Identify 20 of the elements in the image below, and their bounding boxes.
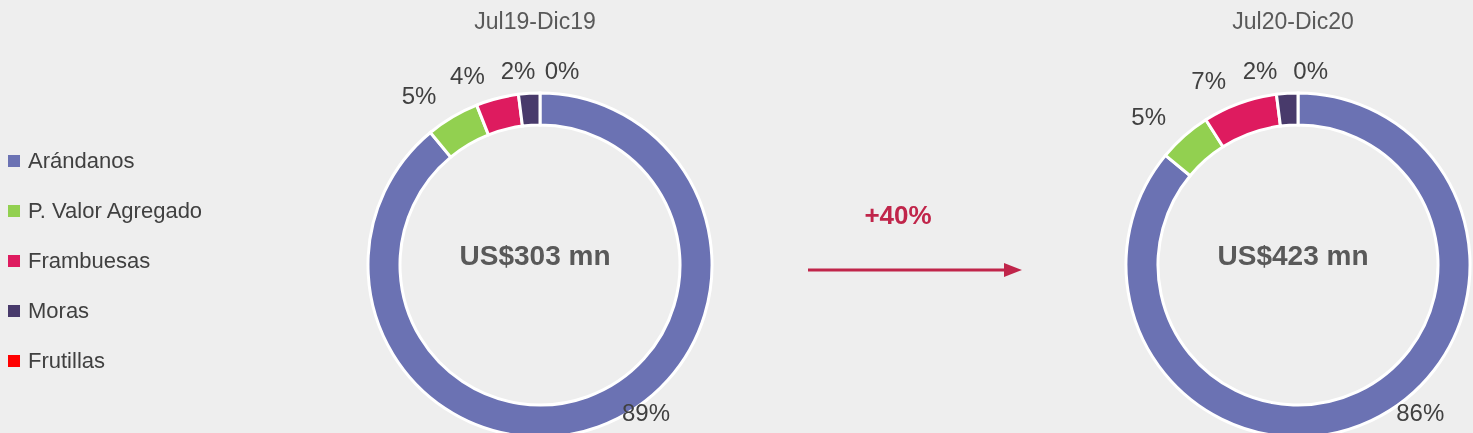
legend-label: Moras: [28, 298, 90, 324]
data-label: 5%: [401, 82, 437, 110]
data-label: 2%: [1242, 56, 1278, 84]
text: 0%: [1293, 56, 1329, 84]
data-label: 89%: [622, 398, 671, 426]
text: US$303 mn: [458, 240, 612, 272]
data-label: 2%: [500, 56, 536, 84]
data-label: 7%: [1191, 67, 1226, 95]
chart-title: Jul19-Dic19: [473, 8, 597, 35]
data-label: 5%: [1131, 102, 1166, 130]
legend-label: Frambuesas: [28, 248, 151, 274]
chart-title: Jul20-Dic20: [1231, 8, 1355, 35]
text: US$423 mn: [1216, 240, 1370, 272]
legend-label: Arándanos: [28, 148, 135, 174]
legend-label: P. Valor Agregado: [28, 198, 203, 224]
data-label: 86%: [1396, 398, 1445, 426]
text: +40%: [863, 200, 933, 231]
data-label: 4%: [450, 62, 485, 90]
text: 0%: [544, 56, 580, 84]
legend-label: Frutillas: [28, 348, 106, 374]
